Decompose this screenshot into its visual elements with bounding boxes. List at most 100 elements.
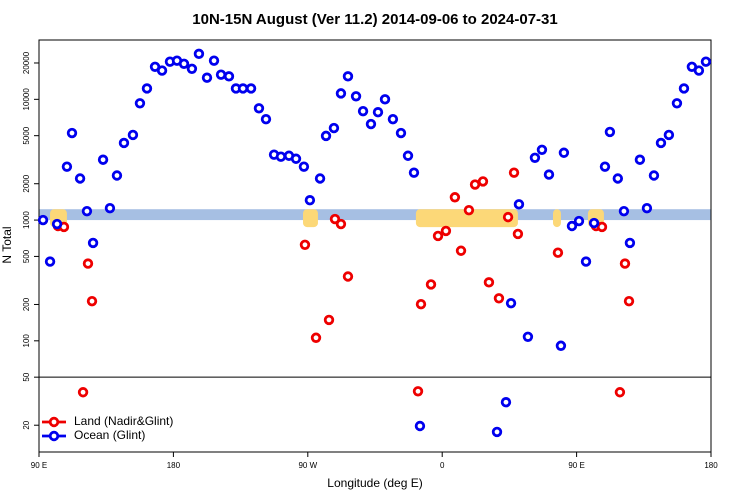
data-point <box>323 314 335 326</box>
data-point <box>425 279 437 290</box>
data-point <box>700 56 712 67</box>
chart-title: 10N-15N August (Ver 11.2) 2014-09-06 to … <box>192 11 557 28</box>
data-point <box>310 332 322 343</box>
data-point <box>408 167 420 178</box>
data-point <box>342 271 354 282</box>
data-point <box>74 173 86 184</box>
data-point <box>580 256 592 267</box>
data-point <box>536 144 548 155</box>
data-point <box>543 169 555 180</box>
y-tick-label: 100 <box>22 334 31 348</box>
data-point <box>612 173 624 184</box>
data-point <box>693 65 705 76</box>
data-point <box>412 386 424 397</box>
plot-frame <box>38 39 712 453</box>
data-point <box>81 205 93 217</box>
data-point <box>599 161 611 172</box>
data-point <box>77 387 89 398</box>
data-point <box>502 211 514 223</box>
data-point <box>678 83 690 94</box>
data-point <box>624 237 636 249</box>
data-point <box>127 129 139 141</box>
data-point <box>372 107 384 118</box>
data-point <box>618 205 630 217</box>
data-point <box>463 204 475 216</box>
data-point <box>614 387 626 398</box>
y-tick-label: 1000 <box>22 211 31 229</box>
data-point <box>328 122 340 134</box>
y-tick-label: 50 <box>22 372 31 381</box>
data-point <box>51 218 63 230</box>
data-point <box>290 153 302 164</box>
data-point <box>156 65 168 76</box>
highlight-region <box>553 209 561 228</box>
data-point <box>655 137 667 149</box>
data-point <box>208 55 220 66</box>
y-tick-label: 2000 <box>22 174 31 192</box>
data-point <box>641 202 653 214</box>
data-point <box>201 72 213 83</box>
x-axis-label: Longitude (deg E) <box>327 476 422 490</box>
data-point <box>193 48 205 60</box>
data-point <box>415 299 427 310</box>
data-point <box>573 215 585 227</box>
data-point <box>491 426 503 438</box>
data-point <box>357 105 369 117</box>
data-point <box>477 176 489 187</box>
data-point <box>87 237 99 249</box>
data-point <box>634 154 646 165</box>
data-point <box>663 129 675 141</box>
data-point <box>440 225 452 237</box>
data-point <box>66 127 78 139</box>
data-point <box>186 63 198 74</box>
legend-label: Land (Nadir&Glint) <box>74 414 173 428</box>
data-point <box>455 245 467 256</box>
data-point <box>623 295 635 307</box>
data-point <box>619 258 631 269</box>
data-point <box>97 154 109 165</box>
data-point <box>44 256 56 267</box>
data-point <box>648 170 660 181</box>
data-point <box>111 170 123 181</box>
x-tick-label: 90 W <box>298 461 317 470</box>
data-point <box>414 420 426 432</box>
data-point <box>104 202 116 214</box>
y-tick-label: 200 <box>22 297 31 311</box>
data-point <box>604 126 616 138</box>
data-point <box>522 331 534 342</box>
data-point <box>512 228 524 240</box>
data-point <box>513 199 525 210</box>
data-point <box>505 297 517 309</box>
legend-marker <box>48 416 60 428</box>
x-tick-label: 90 E <box>568 461 584 470</box>
reference-band <box>39 209 711 221</box>
data-point <box>141 83 153 94</box>
data-point <box>558 147 570 158</box>
x-tick-label: 180 <box>167 461 181 470</box>
data-point <box>588 217 600 229</box>
data-point <box>320 130 332 142</box>
data-point <box>178 58 190 69</box>
legend-marker <box>48 430 60 442</box>
y-tick-label: 10000 <box>22 88 31 111</box>
highlight-region <box>303 209 318 228</box>
data-point <box>395 127 407 139</box>
y-tick-label: 20000 <box>22 51 31 74</box>
data-point <box>61 161 73 172</box>
data-point <box>500 397 512 408</box>
data-point <box>493 293 505 304</box>
y-tick-label: 500 <box>22 249 31 263</box>
data-point <box>365 118 377 130</box>
data-point <box>387 113 399 125</box>
data-point <box>314 173 326 184</box>
data-point <box>508 167 520 178</box>
data-point <box>469 179 481 190</box>
data-point <box>215 69 227 80</box>
data-point <box>483 277 495 288</box>
data-point <box>260 113 272 125</box>
y-tick-label: 20 <box>22 420 31 429</box>
data-point <box>402 150 414 161</box>
data-point <box>335 88 347 99</box>
data-point <box>552 247 564 258</box>
